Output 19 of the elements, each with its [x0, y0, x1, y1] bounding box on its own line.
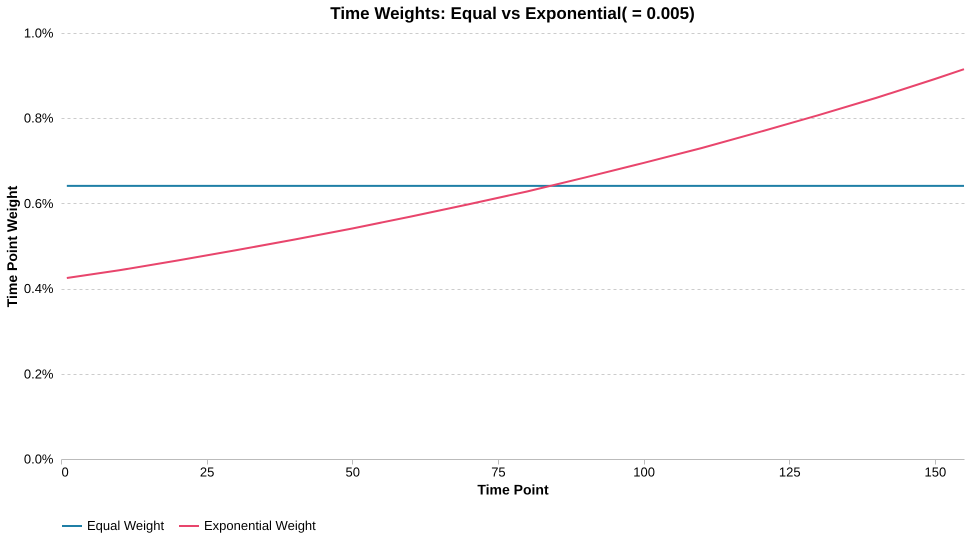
x-tick-label: 150: [924, 464, 946, 480]
y-tick-label: 0.4%: [24, 281, 54, 296]
line-series: [66, 68, 965, 279]
x-tick-label: 25: [200, 464, 214, 480]
x-tick-label: 0: [62, 464, 69, 480]
y-tick-label: 0.6%: [24, 196, 54, 211]
y-tick-label: 0.0%: [24, 452, 54, 466]
x-tick-label: 125: [778, 464, 801, 480]
x-axis-title: Time Point: [477, 482, 549, 498]
legend-label: Exponential Weight: [204, 518, 316, 533]
x-tick-label: 50: [346, 464, 360, 480]
x-tick-label: 100: [633, 464, 655, 480]
chart-title: Time Weights: Equal vs Exponential( = 0.005): [330, 4, 695, 23]
x-tick-label: 75: [491, 464, 506, 480]
y-tick-label: 0.2%: [24, 366, 54, 382]
y-axis-title: Time Point Weight: [4, 185, 20, 308]
legend-label: Equal Weight: [87, 518, 164, 533]
y-tick-label: 0.8%: [24, 110, 54, 126]
y-tick-label: 1.0%: [24, 26, 54, 40]
